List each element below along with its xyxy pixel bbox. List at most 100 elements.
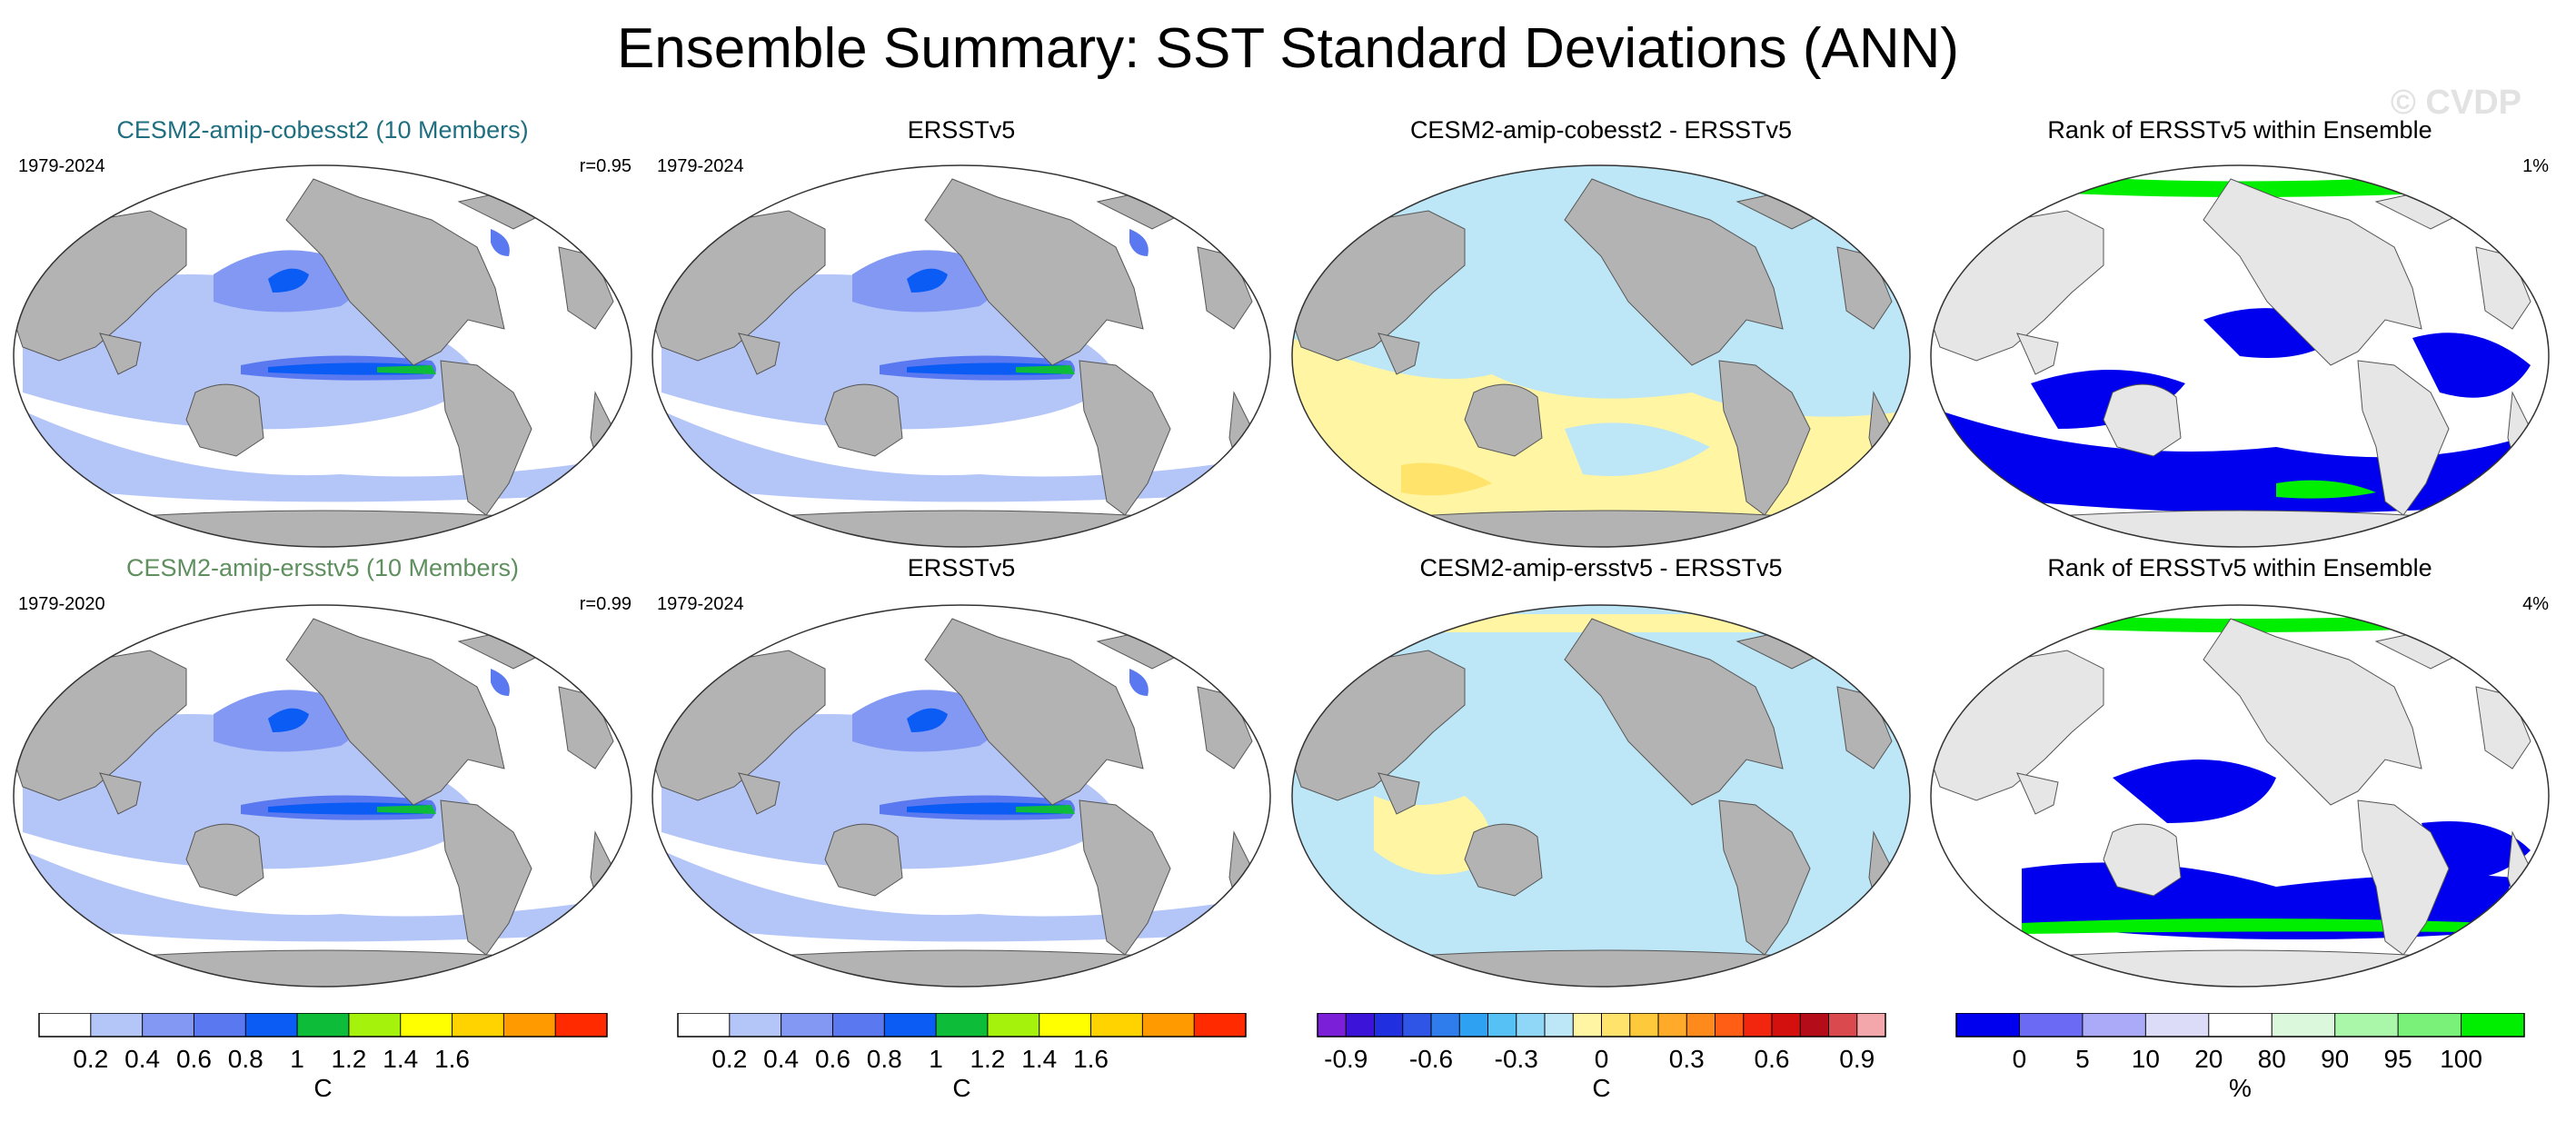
land-mass (99, 333, 142, 375)
colorbar-swatch (831, 1013, 885, 1037)
colorbar-tick-label: 1.4 (1021, 1045, 1057, 1073)
colorbar: 0.2 0.4 0.6 0.8 1 1.2 1.4 1.6 C (676, 1013, 1247, 1099)
land-mass (1464, 383, 1543, 457)
panel-title: ERSSTv5 (907, 554, 1016, 581)
colorbar-swatch (1039, 1013, 1091, 1037)
colorbar-swatch (1141, 1013, 1195, 1037)
colorbar-swatch (677, 1013, 730, 1037)
colorbar-swatch (987, 1013, 1039, 1037)
land-mass (2002, 949, 2478, 987)
value-region (1129, 229, 1149, 256)
map-rank (1930, 604, 2550, 988)
panel-title: CESM2-amip-cobesst2 (10 Members) (116, 116, 529, 144)
colorbar-swatch (1828, 1013, 1857, 1037)
colorbar-swatch (502, 1013, 556, 1037)
colorbar-swatch (2144, 1013, 2209, 1037)
land-mass (824, 823, 903, 897)
colorbar-swatch (1458, 1013, 1488, 1037)
colorbar-swatch (554, 1013, 607, 1037)
colorbar-tick-label: 1 (290, 1045, 304, 1073)
colorbar-tick-label: 0 (1594, 1045, 1608, 1073)
colorbar-swatch (1715, 1013, 1744, 1037)
colorbar-swatch (1572, 1013, 1602, 1037)
colorbar-swatch (1955, 1013, 2020, 1037)
value-region (907, 708, 948, 732)
land-mass (1718, 799, 1811, 956)
value-region (2412, 333, 2531, 398)
value-region (2113, 760, 2276, 823)
colorbar-swatch (1090, 1013, 1143, 1037)
colorbar-tick-label: -0.3 (1494, 1045, 1537, 1073)
land-mass (1363, 949, 1839, 987)
land-mass (85, 510, 561, 547)
colorbar-tick-label: 20 (2194, 1045, 2223, 1073)
colorbar-swatch (1374, 1013, 1403, 1037)
land-mass (1464, 823, 1543, 897)
colorbar-swatch (38, 1013, 91, 1037)
colorbar: -0.9 -0.6 -0.3 0 0.3 0.6 0.9 C (1316, 1013, 1886, 1099)
value-region (1016, 805, 1075, 814)
panel-title: CESM2-amip-cobesst2 - ERSSTv5 (1409, 116, 1793, 144)
land-mass (440, 799, 532, 956)
map-std (651, 604, 1271, 988)
land-mass (1378, 772, 1420, 815)
colorbar-swatch (1544, 1013, 1574, 1037)
land-mass (723, 510, 1199, 547)
colorbar-tick-label: 0.4 (763, 1045, 799, 1073)
colorbar-tick-label: 90 (2321, 1045, 2349, 1073)
colorbar-swatch (1487, 1013, 1517, 1037)
land-mass (924, 618, 1144, 806)
panel-title: CESM2-amip-ersstv5 - ERSSTv5 (1419, 554, 1783, 581)
panel-period-label: 1979-2024 (657, 156, 744, 176)
value-region (907, 268, 948, 293)
colorbar-swatch (1430, 1013, 1460, 1037)
colorbar-swatch (729, 1013, 781, 1037)
colorbar-tick-label: -0.9 (1324, 1045, 1368, 1073)
value-region (1016, 365, 1075, 374)
colorbar-tick-label: 0.6 (1754, 1045, 1789, 1073)
land-mass (2357, 360, 2450, 516)
colorbar-tick-label: 0.6 (814, 1045, 850, 1073)
land-mass (2016, 772, 2059, 815)
colorbar-swatch (142, 1013, 194, 1037)
map-std (13, 604, 632, 988)
colorbar-tick-label: 0 (2012, 1045, 2026, 1073)
panel-stat-label: r=0.99 (579, 594, 632, 614)
colorbar-swatch (1686, 1013, 1716, 1037)
colorbar-tick-label: 0.9 (1839, 1045, 1875, 1073)
colorbar-swatch (296, 1013, 349, 1037)
land-mass (185, 383, 264, 457)
colorbar-swatch (1771, 1013, 1801, 1037)
land-mass (185, 823, 264, 897)
colorbar-swatch (2271, 1013, 2335, 1037)
figure-title: Ensemble Summary: SST Standard Deviation… (616, 17, 1960, 80)
value-region (2022, 918, 2494, 934)
colorbar-swatch (1743, 1013, 1772, 1037)
colorbar-swatch (1193, 1013, 1246, 1037)
value-region (268, 708, 309, 732)
colorbar-swatch (1345, 1013, 1375, 1037)
land-mass (738, 772, 781, 815)
value-region (1129, 669, 1149, 696)
land-mass (2016, 333, 2059, 375)
colorbar-swatch (2334, 1013, 2399, 1037)
colorbar-tick-label: 0.6 (175, 1045, 211, 1073)
colorbar-tick-label: 0.8 (866, 1045, 901, 1073)
panel-period-label: 1979-2024 (657, 594, 744, 614)
colorbar-tick-label: 0.3 (1668, 1045, 1704, 1073)
colorbar-swatch (400, 1013, 453, 1037)
land-mass (2002, 510, 2478, 547)
colorbar-swatch (1657, 1013, 1687, 1037)
colorbar-unit-label: % (2229, 1074, 2252, 1099)
land-mass (1079, 360, 1171, 516)
value-region (2276, 480, 2376, 499)
colorbar-swatch (1402, 1013, 1431, 1037)
colorbar-tick-label: 0.4 (124, 1045, 160, 1073)
colorbar-tick-label: 5 (2075, 1045, 2090, 1073)
colorbar-tick-label: 1.2 (970, 1045, 1005, 1073)
colorbar-swatch (1516, 1013, 1545, 1037)
land-mass (285, 618, 505, 806)
colorbar-swatch (2018, 1013, 2083, 1037)
value-region (491, 669, 510, 696)
land-mass (1079, 799, 1171, 956)
